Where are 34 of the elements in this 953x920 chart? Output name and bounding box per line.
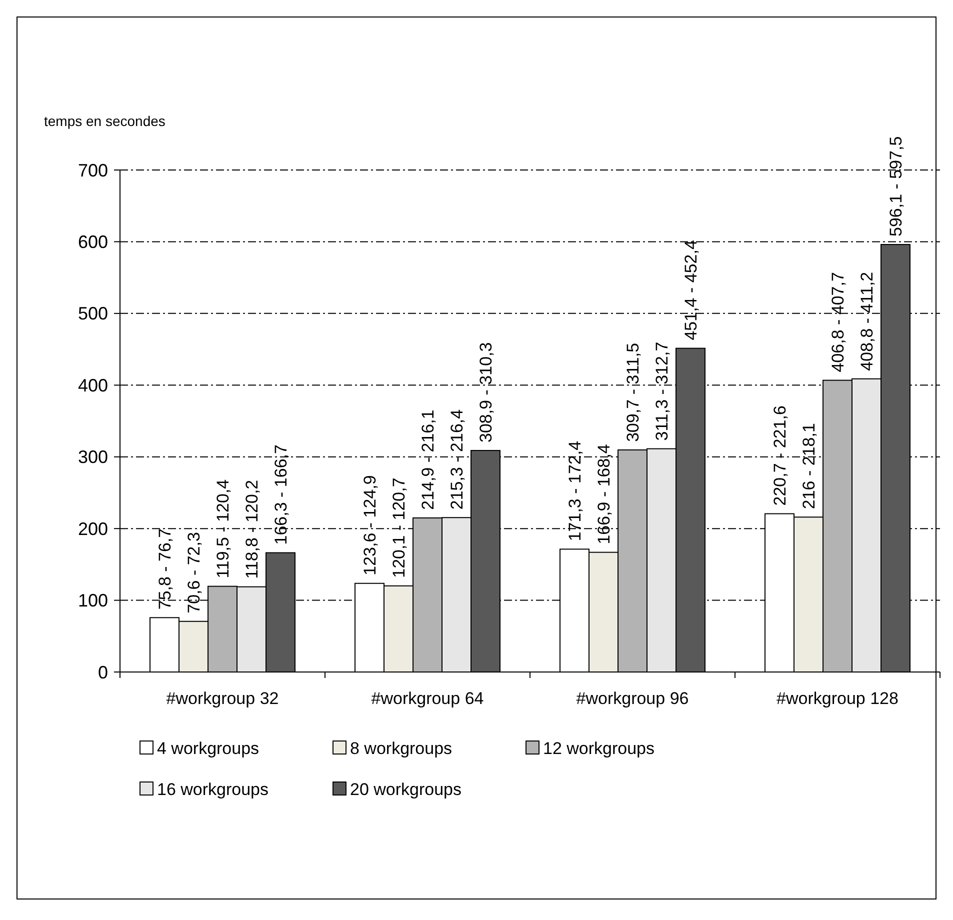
data-label: 215,3 - 216,4 bbox=[448, 409, 466, 510]
data-label: 311,3 - 312,7 bbox=[652, 342, 672, 441]
legend-label: 4 workgroups bbox=[157, 738, 260, 758]
data-label: 166,9 - 168,4 bbox=[594, 444, 614, 544]
y-tick-label: 600 bbox=[78, 232, 108, 252]
data-label: 171,3 - 172,4 bbox=[566, 440, 584, 542]
x-tick-label: #workgroup 32 bbox=[166, 689, 279, 708]
data-label: 406,8 - 407,7 bbox=[828, 272, 848, 372]
y-tick-label: 200 bbox=[78, 518, 108, 539]
data-label: 70,6 - 72,3 bbox=[184, 532, 204, 614]
data-label: 308,9 - 310,3 bbox=[476, 342, 496, 442]
data-label: 123,6 - 124,9 bbox=[360, 475, 380, 576]
data-label: 216 - 218,1 bbox=[800, 423, 818, 510]
y-tick-label: 300 bbox=[78, 447, 108, 468]
data-label: 408,8 - 411,2 bbox=[858, 272, 876, 371]
data-label: 309,7 - 311,5 bbox=[624, 342, 642, 442]
y-tick-label: 100 bbox=[78, 590, 108, 611]
y-tick-label: 400 bbox=[78, 375, 108, 396]
x-tick-label: #workgroup 64 bbox=[371, 689, 484, 708]
y-tick-label: 500 bbox=[78, 304, 108, 324]
data-label: 214,9 - 216,1 bbox=[418, 410, 438, 510]
y-axis-title: temps en secondes bbox=[44, 113, 166, 129]
x-tick-label: #workgroup 96 bbox=[576, 689, 689, 708]
legend-label: 20 workgroups bbox=[350, 780, 462, 799]
legend-label: 12 workgroups bbox=[543, 738, 655, 758]
data-label: 166,3 - 166,7 bbox=[272, 444, 290, 545]
y-tick-label: 700 bbox=[78, 160, 108, 180]
data-label: 75,8 - 76,7 bbox=[156, 528, 174, 610]
data-label: 596,1 - 597,5 bbox=[886, 136, 906, 237]
data-label: 451,4 - 452,4 bbox=[682, 240, 700, 340]
legend-label: 16 workgroups bbox=[157, 780, 269, 799]
y-tick-label: 0 bbox=[98, 662, 108, 682]
legend-label: 8 workgroups bbox=[350, 738, 452, 758]
x-tick-label: #workgroup 128 bbox=[776, 689, 898, 708]
